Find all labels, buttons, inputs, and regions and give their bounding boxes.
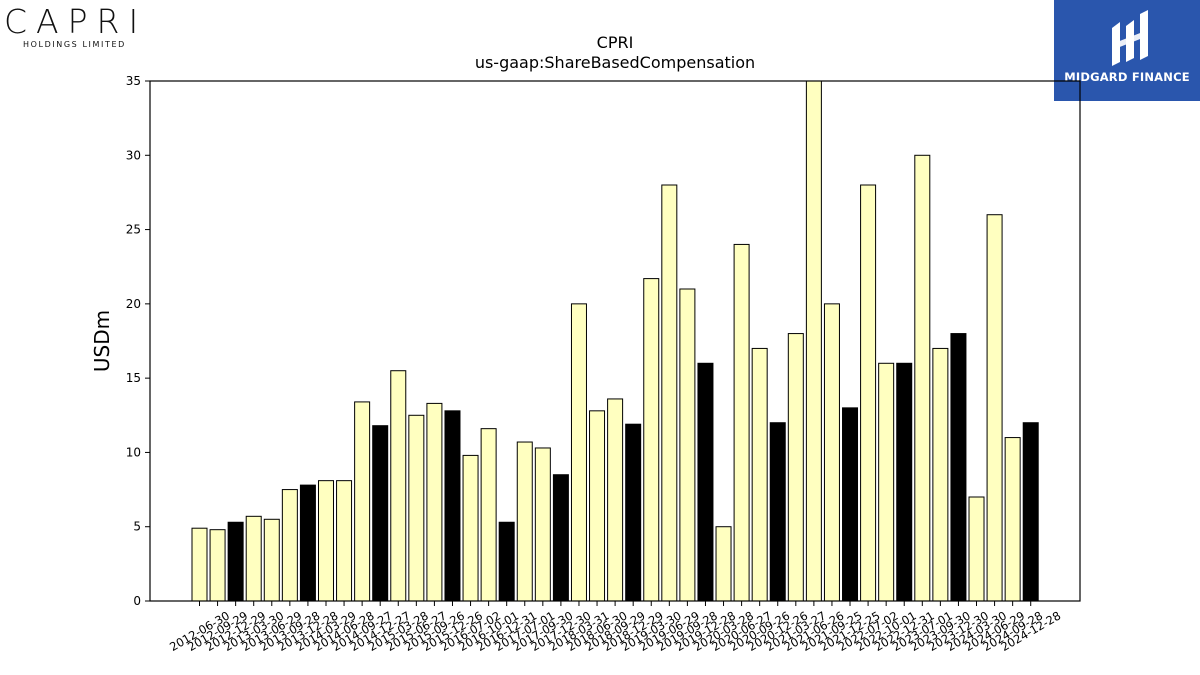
y-axis-label: USDm: [90, 310, 114, 372]
capri-logo-subtitle: HOLDINGS LIMITED: [23, 40, 126, 49]
bar: [643, 278, 660, 602]
bar: [589, 410, 606, 602]
bar: [281, 489, 298, 602]
midgard-logo-text: MIDGARD FINANCE: [1064, 70, 1190, 84]
bars: [191, 80, 1039, 602]
bar: [336, 480, 353, 602]
bar: [842, 407, 859, 602]
chart-subtitle: us-gaap:ShareBasedCompensation: [475, 53, 755, 72]
bar: [950, 333, 967, 602]
bar: [480, 428, 497, 602]
midgard-finance-logo: MIDGARD FINANCE: [1054, 0, 1200, 101]
bar: [191, 527, 208, 602]
y-tick-label: 20: [126, 297, 141, 311]
midgard-emblem-icon: [1112, 10, 1148, 66]
bar: [1022, 422, 1039, 602]
y-tick-label: 30: [126, 148, 141, 162]
capri-logo-wordmark: CAPRI: [4, 2, 148, 41]
bar: [390, 370, 407, 602]
bar: [227, 521, 244, 602]
bar: [860, 184, 877, 602]
bar: [498, 521, 515, 602]
bar: [733, 243, 750, 602]
bar: [462, 454, 479, 602]
bar: [263, 518, 280, 602]
bar: [534, 447, 551, 602]
bar: [878, 362, 895, 602]
bar: [769, 422, 786, 602]
bar: [986, 214, 1003, 602]
bar: [625, 423, 642, 602]
plot-frame: [149, 80, 1081, 602]
y-tick-label: 10: [126, 445, 141, 459]
bar: [1004, 437, 1021, 602]
bar: [354, 401, 371, 602]
bar: [209, 529, 226, 602]
y-tick-label: 35: [126, 74, 141, 88]
bar: [607, 398, 624, 602]
bar: [516, 441, 533, 602]
y-axis-ticks: 0 5 10 15 20 25 30 35: [126, 74, 150, 608]
y-tick-label: 15: [126, 371, 141, 385]
bar: [552, 474, 569, 602]
capri-holdings-logo: CAPRI HOLDINGS LIMITED: [0, 0, 160, 56]
bar: [299, 484, 316, 602]
bar: [408, 414, 425, 602]
y-tick-label: 5: [133, 520, 141, 534]
bar: [751, 347, 768, 602]
bar: [679, 288, 696, 602]
bar: [968, 496, 985, 602]
bar: [444, 410, 461, 602]
bar: [697, 362, 714, 602]
bar: [823, 303, 840, 602]
bar: [570, 303, 587, 602]
y-tick-label: 0: [133, 594, 141, 608]
bar: [372, 425, 389, 602]
bar: [245, 515, 262, 602]
bar: [805, 80, 822, 602]
bar: [896, 362, 913, 602]
bar: [914, 154, 931, 602]
bar: [715, 526, 732, 602]
bar: [932, 347, 949, 602]
x-axis-ticks: 2012-06-302012-09-292012-12-292013-03-30…: [167, 601, 1063, 654]
y-tick-label: 25: [126, 223, 141, 237]
bar: [426, 402, 443, 602]
bar: [661, 184, 678, 602]
bar: [317, 480, 334, 602]
bar: [787, 333, 804, 602]
chart-title: CPRI: [597, 33, 634, 52]
